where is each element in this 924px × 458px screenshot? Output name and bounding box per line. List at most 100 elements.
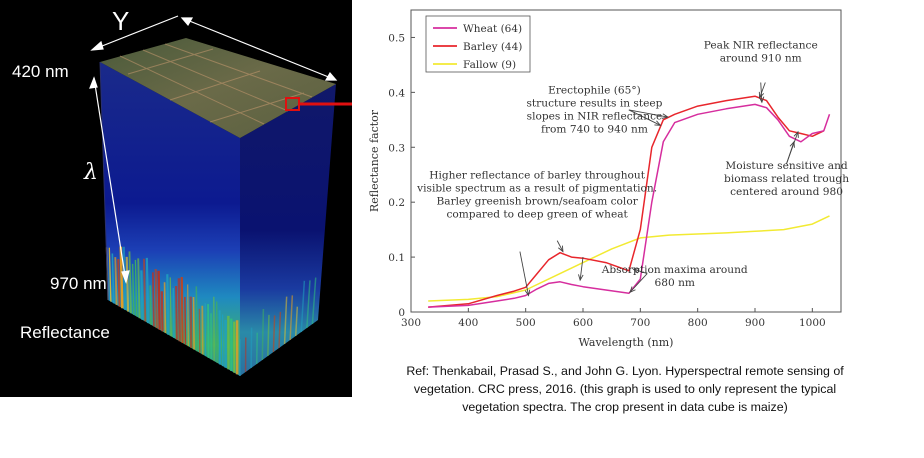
cube-spectral-stripe [169,277,172,337]
annotation-arrowhead [661,113,669,119]
cube-spectral-stripe [300,280,306,333]
cube-y-axis-label: Y [112,6,130,36]
annotation: Higher reflectance of barley throughout v… [416,170,657,221]
cube-spectral-stripe [160,291,164,332]
annotation-arrow [628,109,668,118]
annotation-arrowhead [758,91,765,99]
cube-spectral-stripe [311,277,317,325]
y-tick-label: 0.5 [388,32,405,44]
selected-pixel-marker [285,97,300,111]
hyperspectral-cube [89,15,352,376]
annotation-arrowhead [654,120,662,126]
annotation: Peak NIR reflectance around 910 nm [704,39,818,64]
legend-entry: Wheat (64) [463,23,522,35]
annotation-arrowhead [629,286,636,294]
y-tick-label: 0.2 [388,197,405,209]
cube-spectral-stripe [128,251,132,314]
cube-side-face [240,84,336,376]
cube-spectral-stripe [180,276,184,343]
cube-spectral-stripe [149,285,152,325]
legend-entry: Barley (44) [463,41,522,53]
legend-entry: Fallow (9) [463,59,516,71]
reflectance-chart: 300 400 500 600 700 800 900 1000 0 0.1 0.2 0.3 0.4 0.… [368,9,849,349]
cube-spectral-stripe [111,253,115,304]
cube-spectral-stripe [267,314,270,357]
cube-front-face [100,62,240,376]
x-tick-label: 800 [688,317,708,329]
cube-spectral-stripe [192,297,195,350]
cube-spectral-stripe [172,288,175,339]
annotation: Erectophile (65°) structure results in st… [526,84,662,135]
annotation-arrowhead [578,274,584,282]
y-axis-arrow [90,15,338,81]
lambda-axis-arrow [89,76,130,284]
cube-spectral-stripe [294,306,299,337]
x-tick-label: 700 [630,317,650,329]
cube-spectral-stripe [131,263,135,315]
series-line-fallow [428,215,830,302]
cube-spectral-stripe [114,257,118,305]
cube-spectral-stripe [272,315,276,353]
x-tick-label: 400 [458,317,478,329]
cube-wavelength-top-label: 420 nm [12,62,69,81]
cube-spectral-stripe [177,278,181,342]
cube-wavelength-bottom-label: 970 nm [50,274,107,293]
cube-spectral-stripe [157,270,161,330]
pixel-to-spectrum-arrow [300,102,352,106]
cube-stripes [105,246,317,376]
annotation-arrow [629,273,648,293]
cube-spectral-stripe [283,296,288,345]
legend-box [425,15,531,73]
cube-spectral-stripe [125,256,130,312]
x-tick-label: 500 [516,317,536,329]
annotation-arrow [579,257,584,281]
cube-spectral-stripe [255,332,258,365]
annotation-arrowhead [793,130,799,138]
cube-spectral-stripe [261,308,265,361]
cube-spectral-stripe [166,274,170,335]
reference-note: Ref: Thenkabail, Prasad S., and John G. … [406,364,844,414]
annotation: Moisture sensitive and biomass related tr… [724,160,849,198]
cube-spectral-stripe [289,295,294,341]
annotation-arrowhead [758,96,765,104]
cube-lambda-label: λ [84,160,98,185]
cube-spectral-stripe [145,257,150,324]
cube-spectral-stripe [134,259,138,317]
annotation-arrow [786,131,799,164]
y-tick-label: 0.1 [388,252,405,264]
x-tick-label: 1000 [799,317,826,329]
series-line-barley [428,95,825,308]
annotation-arrow [628,109,661,126]
cube-spectral-stripe [151,272,155,327]
x-tick-label: 600 [573,317,593,329]
cube-spectral-stripe [186,284,190,347]
annotation-arrow [759,82,766,99]
annotation-arrow [556,240,564,252]
annotation-arrowhead [524,289,531,297]
x-tick-label: 300 [401,317,421,329]
cube-top-face [100,38,336,138]
annotation: Absorption maxima around 680 nm [601,264,748,289]
cube-spectral-stripe [163,282,167,334]
cube-spectral-stripe [143,258,147,322]
cube-spectral-stripe [189,296,193,348]
y-tick-label: 0 [398,307,405,319]
cube-spectral-stripe [119,246,124,309]
annotation-arrowhead [558,245,564,253]
cube-spectral-stripe [137,258,141,319]
y-tick-label: 0.4 [388,87,405,99]
cube-spectral-stripe [140,270,144,320]
cube-spectral-stripe [306,280,311,329]
annotation-arrow [519,251,529,296]
cube-spectral-stripe [175,286,178,340]
cube-spectral-stripe [278,311,282,349]
x-axis-label: Wavelength (nm) [579,336,674,349]
cube-spectral-stripe [154,268,158,329]
annotation-arrow [633,268,648,274]
y-tick-label: 0.3 [388,142,405,154]
cube-spectral-stripe [108,247,112,302]
cube-spectral-stripe [184,296,187,345]
annotation-arrowhead [632,268,640,274]
cube-spectral-stripe [195,286,198,352]
y-axis-label: Reflectance factor [368,109,381,212]
